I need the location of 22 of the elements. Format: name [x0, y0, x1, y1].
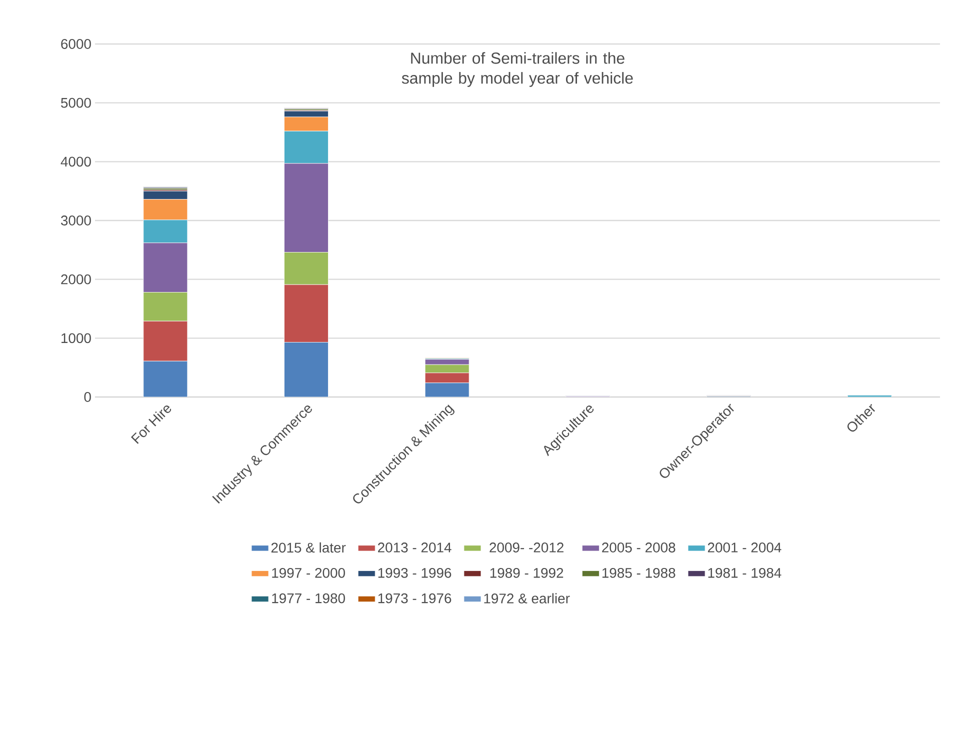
legend-label: 1981 - 1984 [708, 568, 782, 578]
legend-label: 1977 - 1980 [272, 593, 345, 604]
legend-label: 1972 & earlier [484, 593, 570, 604]
legend-label: 2015 & later [271, 542, 346, 553]
legend-label: 1985 - 1988 [602, 568, 676, 578]
legend-label: 2009- -2012 [490, 542, 564, 552]
legend-label: 1973 - 1976 [378, 593, 452, 604]
x-tick-label: For Hire [130, 406, 172, 444]
y-tick-label: 6000 [61, 39, 91, 49]
y-tick-label: 0 [84, 392, 91, 402]
legend-label: 2005 - 2008 [602, 542, 676, 552]
y-tick-label: 5000 [61, 98, 91, 108]
legend-label: 1993 - 1996 [378, 568, 452, 578]
legend-label: 2001 - 2004 [708, 542, 782, 552]
y-tick-label: 2000 [61, 274, 91, 284]
legend-label: 2013 - 2014 [378, 542, 452, 552]
y-tick-label: 3000 [60, 216, 91, 226]
text: Number of Semi-trailers in the sample by model year of vehicle [402, 52, 633, 87]
legend-label: 1997 - 2000 [272, 568, 345, 578]
legend-label: 1989 - 1992 [490, 568, 564, 578]
y-tick-label: 1000 [62, 333, 91, 344]
y-tick-label: 4000 [60, 156, 91, 167]
